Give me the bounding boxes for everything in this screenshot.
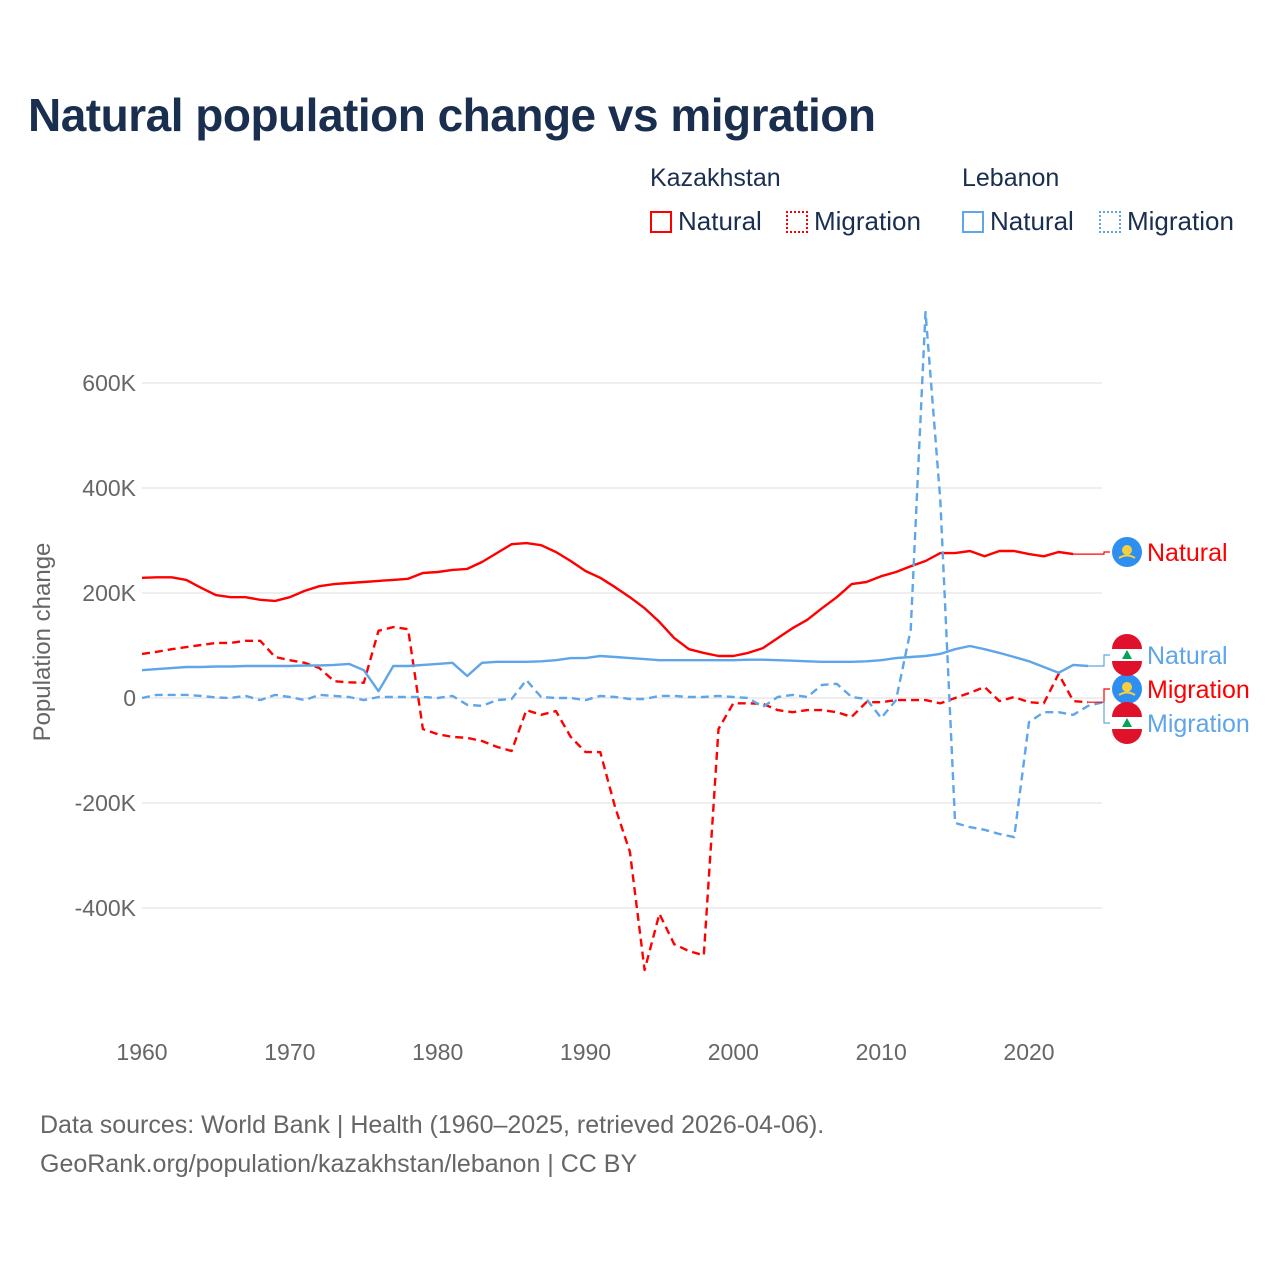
x-tick-label: 1970 [264, 1039, 315, 1065]
flag-sun [1122, 682, 1132, 692]
series-lebanon-natural [141, 644, 1089, 693]
legend-lebanon-natural[interactable]: Natural [962, 206, 1074, 237]
end-label: Natural [1147, 539, 1228, 567]
flag-stripe-top [1112, 634, 1142, 649]
legend-group-kazakhstan: Kazakhstan [650, 164, 781, 192]
flag-eagle [1118, 691, 1136, 696]
legend-swatch-solid-blue [962, 210, 984, 233]
legend-kazakhstan-migration[interactable]: Migration [786, 206, 921, 237]
label-connector [1073, 551, 1110, 555]
kazakhstan-flag-icon [1112, 674, 1142, 704]
flag-sun [1122, 545, 1132, 555]
legend-group-lebanon: Lebanon [962, 164, 1060, 192]
flag-cedar [1122, 650, 1132, 659]
series-kazakhstan-natural [141, 541, 1074, 658]
legend-swatch-dotted-red [786, 210, 808, 233]
y-tick-label: 200K [82, 580, 136, 606]
legend-kazakhstan-natural[interactable]: Natural [650, 206, 762, 237]
label-connector [1102, 701, 1110, 724]
chart-title: Natural population change vs migration [28, 89, 876, 141]
y-axis-label: Population change [29, 543, 56, 742]
x-tick-label: 1990 [560, 1039, 611, 1065]
legend-label: Natural [990, 206, 1074, 236]
legend-swatch-dotted-blue [1099, 210, 1121, 233]
legend-label: Migration [1127, 206, 1234, 236]
series-kazakhstan-migration [141, 625, 1089, 972]
legend-lebanon-migration[interactable]: Migration [1099, 206, 1234, 237]
lebanon-flag-icon [1112, 702, 1142, 744]
legend-swatch-solid-red [650, 210, 672, 233]
y-tick-label: -200K [75, 790, 137, 816]
end-label: Natural [1147, 642, 1228, 670]
flag-cedar [1122, 718, 1132, 727]
kazakhstan-flag-icon [1112, 537, 1142, 567]
y-tick-label: -400K [75, 895, 137, 921]
legend-label: Migration [814, 206, 921, 236]
x-tick-label: 1960 [116, 1039, 167, 1065]
label-connector [1088, 688, 1110, 703]
footer: Data sources: World Bank | Health (1960–… [40, 1106, 824, 1184]
footer-sources: Data sources: World Bank | Health (1960–… [40, 1111, 825, 1139]
y-tick-label: 600K [82, 370, 136, 396]
x-tick-label: 2020 [1003, 1039, 1054, 1065]
series-lebanon-migration [141, 310, 1104, 839]
y-tick-label: 0 [123, 685, 136, 711]
end-label: Migration [1147, 710, 1250, 738]
footer-link[interactable]: GeoRank.org/population/kazakhstan/lebano… [40, 1150, 638, 1178]
legend-label: Natural [678, 206, 762, 236]
y-tick-label: 400K [82, 475, 136, 501]
x-tick-label: 2000 [708, 1039, 759, 1065]
end-label: Migration [1147, 676, 1250, 704]
flag-stripe-top [1112, 702, 1142, 717]
flag-stripe-bottom [1112, 661, 1142, 676]
flag-stripe-bottom [1112, 729, 1142, 744]
x-tick-label: 1980 [412, 1039, 463, 1065]
x-tick-label: 2010 [856, 1039, 907, 1065]
flag-eagle [1118, 554, 1136, 559]
lebanon-flag-icon [1112, 634, 1142, 676]
label-connector [1088, 654, 1110, 667]
